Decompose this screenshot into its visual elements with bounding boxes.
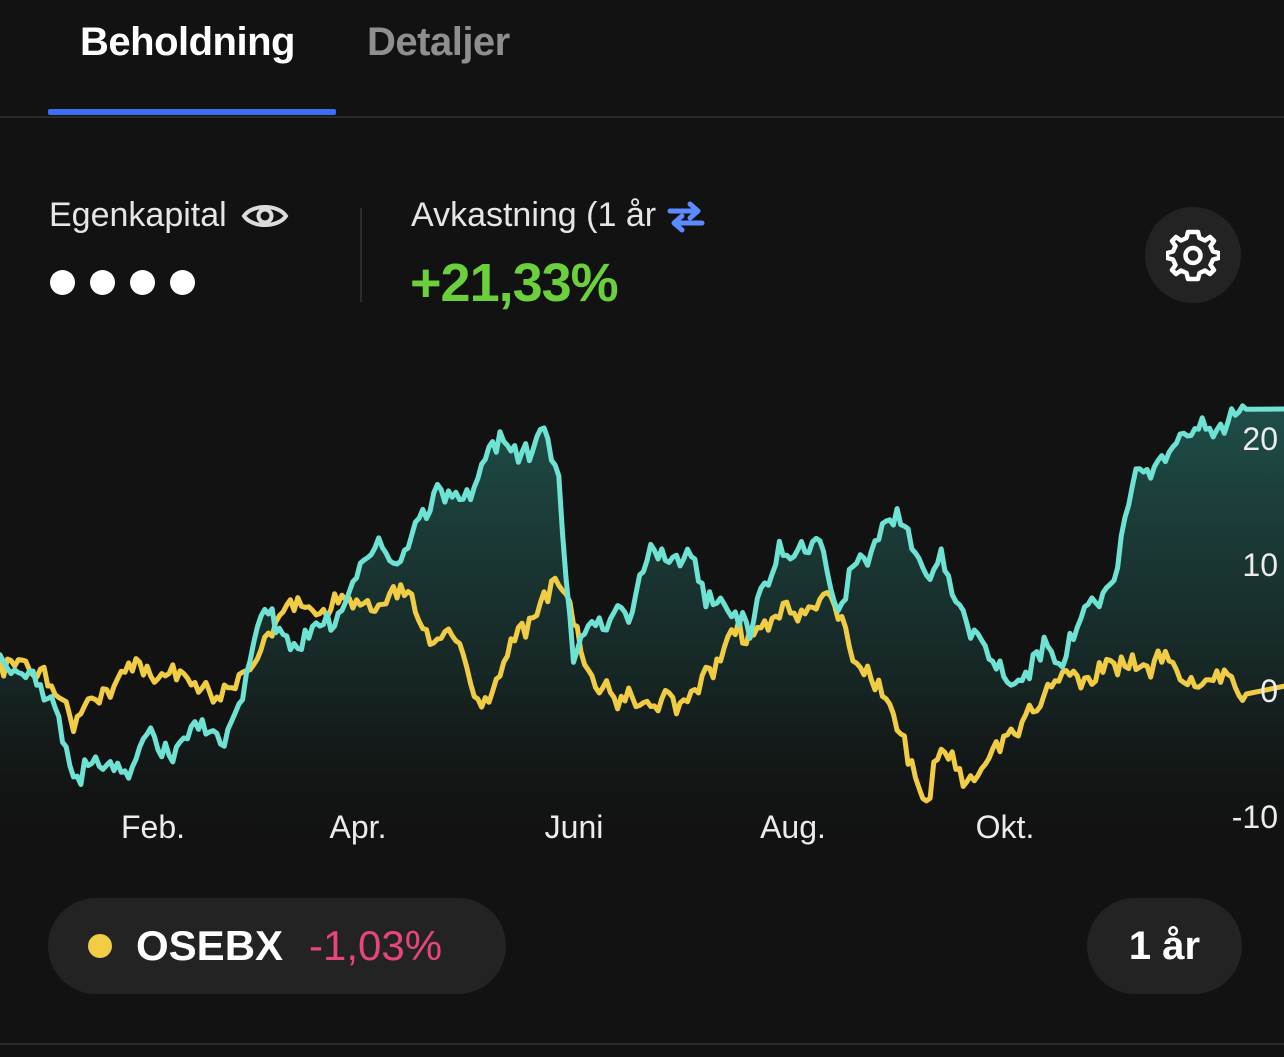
benchmark-change: -1,03% [309,922,443,969]
y-tick-label: 0 [1260,673,1278,709]
mask-dot [50,270,75,295]
equity-header: Egenkapital [49,196,289,235]
settings-button[interactable] [1145,207,1241,303]
bottom-divider [0,1043,1284,1045]
tab-bar: Beholdning Detaljer [0,0,1284,118]
stat-divider [360,208,362,302]
swap-arrows-icon[interactable] [666,199,706,233]
period-selector[interactable]: 1 år [1087,898,1242,994]
tab-detaljer[interactable]: Detaljer [367,20,510,64]
mask-dot [130,270,155,295]
mask-dot [90,270,115,295]
y-tick-label: 20 [1242,421,1278,457]
y-tick-label: -10 [1232,799,1278,835]
benchmark-color-dot [88,934,112,958]
y-tick-label: 10 [1242,547,1278,583]
performance-chart: Feb. Apr. Juni Aug. Okt. 20 10 0 -10 [0,390,1284,860]
x-tick-label: Okt. [976,809,1035,845]
performance-chart-svg: Feb. Apr. Juni Aug. Okt. 20 10 0 -10 [0,403,1284,860]
gear-icon [1166,229,1220,282]
active-tab-indicator [48,109,336,115]
osebx-series-line [0,575,1284,804]
x-tick-label: Aug. [760,809,826,845]
mask-dot [170,270,195,295]
benchmark-legend[interactable]: OSEBX -1,03% [48,898,506,994]
x-tick-label: Apr. [330,809,387,845]
tab-bar-divider [0,116,1284,118]
return-header: Avkastning (1 år [411,196,706,235]
tab-beholdning[interactable]: Beholdning [80,20,295,64]
masked-equity-value [50,270,195,295]
benchmark-name: OSEBX [136,922,284,969]
x-tick-label: Feb. [121,809,185,845]
eye-icon[interactable] [241,199,289,233]
return-label: Avkastning (1 år [411,196,657,234]
equity-label: Egenkapital [49,196,227,234]
return-value: +21,33% [410,253,619,313]
portfolio-series-line [0,403,1284,787]
series-area-fill [0,405,1284,860]
x-tick-label: Juni [545,809,604,845]
